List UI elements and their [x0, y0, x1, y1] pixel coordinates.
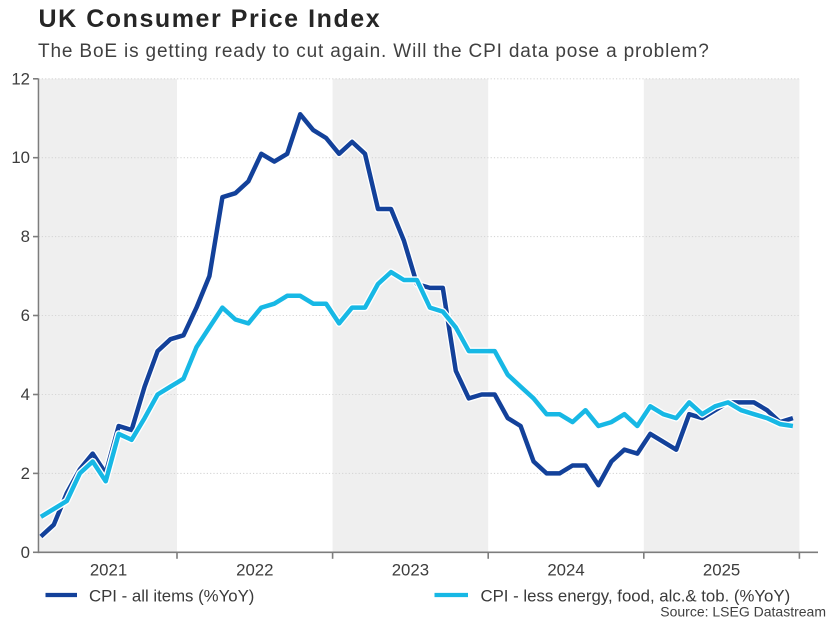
- svg-text:2: 2: [21, 464, 30, 483]
- svg-text:2023: 2023: [392, 561, 429, 580]
- svg-text:2025: 2025: [703, 561, 740, 580]
- svg-text:2021: 2021: [90, 561, 127, 580]
- svg-text:8: 8: [21, 227, 30, 246]
- svg-text:10: 10: [11, 148, 30, 167]
- svg-text:CPI - all items (%YoY): CPI - all items (%YoY): [89, 587, 254, 606]
- svg-text:6: 6: [21, 306, 30, 325]
- svg-text:0: 0: [21, 543, 30, 562]
- svg-text:2024: 2024: [547, 561, 584, 580]
- svg-text:2022: 2022: [236, 561, 273, 580]
- svg-text:12: 12: [11, 69, 30, 88]
- svg-text:4: 4: [21, 385, 30, 404]
- svg-text:CPI - less energy, food, alc.&: CPI - less energy, food, alc.& tob. (%Yo…: [481, 587, 791, 606]
- svg-text:Source: LSEG Datastream: Source: LSEG Datastream: [660, 604, 826, 620]
